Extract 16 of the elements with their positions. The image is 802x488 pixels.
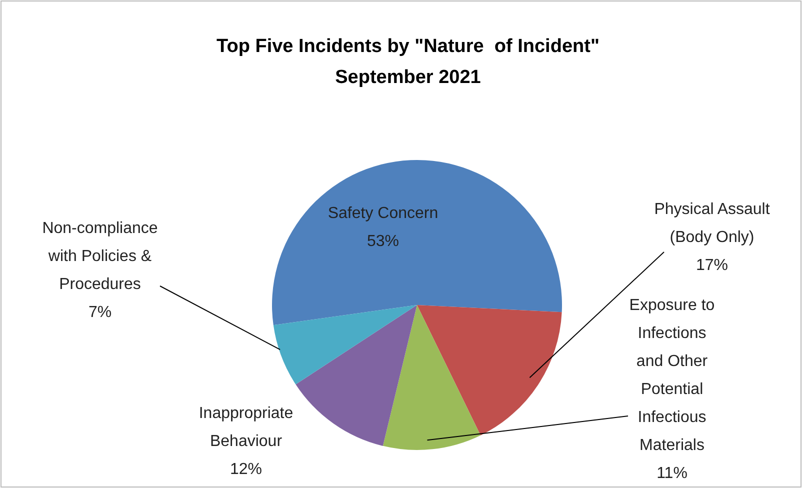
slice-label: Physical Assault (Body Only)	[654, 201, 770, 246]
pie-slice	[272, 160, 562, 326]
data-label: 7%	[88, 304, 112, 321]
chart-title: Top Five Incidents by "Nature of Incident" September 2021	[216, 36, 600, 88]
pie-slice	[273, 305, 417, 384]
pie-slice	[417, 305, 562, 436]
data-label: 11%	[656, 465, 688, 482]
data-label: 12%	[230, 461, 262, 478]
slice-label: Exposure to Infections and Other Potential Infectious Materials	[629, 297, 715, 454]
pie-slice	[382, 305, 481, 450]
data-label: 53%	[366, 233, 400, 250]
slice-label: Non-compliance with Policies & Procedures	[42, 220, 158, 293]
data-label: 17%	[696, 257, 728, 274]
slice-label: Safety Concern	[328, 205, 438, 222]
slice-label: Inappropriate Behaviour	[198, 405, 294, 450]
pie-slice	[296, 305, 417, 446]
